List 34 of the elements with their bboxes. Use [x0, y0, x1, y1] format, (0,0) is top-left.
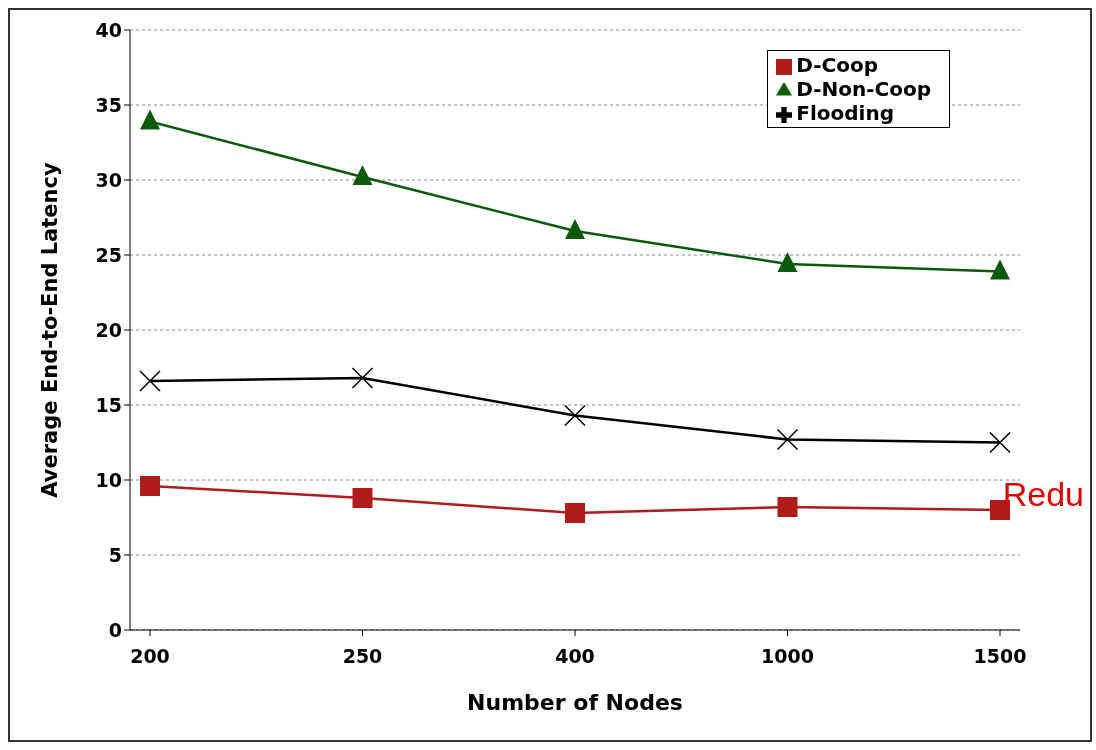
- point: [777, 252, 798, 272]
- point: [140, 109, 160, 130]
- y-tick-label: 40: [95, 18, 122, 41]
- annotation: Redu: [1002, 475, 1084, 514]
- y-axis-title: Average End-to-End Latency: [38, 162, 63, 498]
- point: [777, 497, 798, 517]
- x-tick-label: 250: [342, 645, 383, 668]
- point: [565, 219, 585, 239]
- x-tick-label: 200: [130, 645, 170, 668]
- y-tick-label: 15: [95, 393, 122, 416]
- y-tick-label: 30: [95, 168, 122, 191]
- y-tick-label: 20: [95, 318, 122, 341]
- point: [989, 431, 1011, 454]
- x-tick-label: 1000: [761, 645, 814, 668]
- point: [564, 404, 586, 427]
- x-axis-title: Number of Nodes: [467, 690, 683, 715]
- y-tick-label: 25: [95, 243, 122, 266]
- point: [351, 367, 374, 389]
- legend-label: Flooding: [796, 101, 894, 125]
- y-tick-label: 35: [95, 93, 122, 116]
- point: [352, 165, 373, 185]
- point: [565, 503, 585, 523]
- y-tick-label: 5: [108, 543, 122, 566]
- point: [990, 259, 1010, 280]
- point: [140, 476, 160, 496]
- x-tick-label: 400: [555, 645, 595, 668]
- legend-label: D-Non-Coop: [796, 77, 931, 101]
- x-tick-label: 1500: [973, 645, 1027, 668]
- point: [139, 370, 161, 392]
- legend-label: D-Coop: [796, 53, 878, 77]
- y-tick-label: 10: [95, 468, 122, 491]
- point: [776, 428, 799, 451]
- point: [352, 488, 373, 508]
- y-tick-label: 0: [108, 618, 122, 641]
